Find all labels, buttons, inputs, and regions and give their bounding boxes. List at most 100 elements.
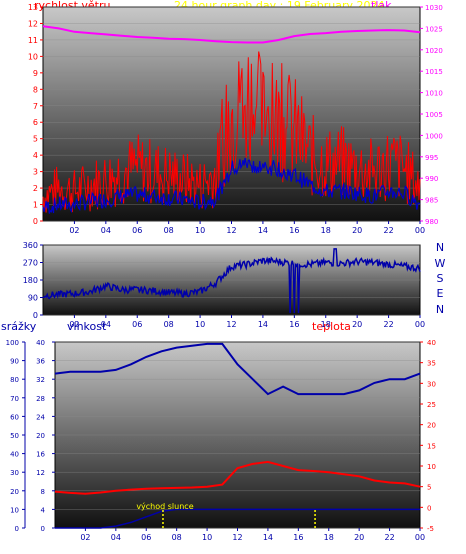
compass-e-3: E	[437, 287, 444, 300]
temp-ytick-label-30: 30	[427, 380, 436, 388]
wind-xaxis-label-12: 12	[226, 226, 236, 235]
temp-ytick-label-25: 25	[427, 401, 436, 409]
direction-xaxis-label-10: 10	[195, 320, 205, 329]
humidity-ytick-label-50: 20	[36, 432, 45, 440]
pressure-ytick-label-985: 985	[425, 197, 438, 205]
temperature-line	[54, 460, 421, 495]
wind-ytick-label-4: 4	[33, 151, 38, 160]
direction-xaxis-label-06: 06	[132, 320, 142, 329]
wind-ytick-label-7: 7	[33, 102, 38, 111]
pressure-line	[42, 25, 421, 44]
pressure-ytick-label-1010: 1010	[425, 90, 443, 98]
direction-xaxis-label-12: 12	[226, 320, 236, 329]
climate-xaxis-label-02: 02	[80, 533, 90, 542]
pressure-ytick-label-995: 995	[425, 154, 438, 162]
temperature-title: teplota	[312, 320, 351, 333]
rain-ytick-label-1: 10	[10, 506, 19, 514]
temp-ytick-label-35: 35	[427, 360, 436, 368]
humidity-line	[54, 342, 421, 396]
rain-title: srážky	[1, 320, 37, 333]
climate-xaxis-label-14: 14	[263, 533, 273, 542]
rain-ytick-label-3: 30	[10, 469, 19, 477]
pressure-ytick-label-1025: 1025	[425, 25, 443, 33]
temp-ytick-label-40: 40	[427, 339, 436, 347]
temp-ytick-label-10: 10	[427, 463, 436, 471]
direction-ytick-label-0: 0	[33, 311, 38, 320]
temp-ytick-label--5: -5	[427, 525, 434, 533]
rain-ytick-label-4: 40	[10, 451, 19, 459]
humidity-ytick-label-40: 16	[36, 451, 45, 459]
humidity-ytick-label-80: 32	[36, 376, 45, 384]
climate-xaxis-label-12: 12	[232, 533, 242, 542]
wind-xaxis-label-22: 22	[383, 226, 393, 235]
compass-s-2: S	[437, 272, 444, 285]
wind-xaxis-label-06: 06	[132, 226, 142, 235]
climate-xaxis-label-06: 06	[141, 533, 151, 542]
rain-ytick-label-8: 80	[10, 376, 19, 384]
wind-average-line	[42, 157, 421, 214]
pressure-ytick-label-1030: 1030	[425, 4, 443, 12]
pressure-ytick-label-1005: 1005	[425, 111, 443, 119]
wind-xaxis-label-20: 20	[352, 226, 362, 235]
direction-ytick-label-360: 360	[23, 241, 38, 250]
direction-xaxis-label-18: 18	[321, 320, 331, 329]
wind-xaxis-label-08: 08	[164, 226, 174, 235]
climate-xaxis-label-22: 22	[384, 533, 394, 542]
humidity-ytick-label-100: 40	[36, 339, 45, 347]
pressure-ytick-label-990: 990	[425, 175, 438, 183]
temp-ytick-label-0: 0	[427, 504, 431, 512]
wind-ytick-label-3: 3	[33, 168, 38, 177]
direction-xaxis-label-16: 16	[289, 320, 299, 329]
rain-line	[55, 508, 420, 529]
direction-xaxis-label-00: 00	[415, 320, 425, 329]
wind-xaxis-label-04: 04	[101, 226, 111, 235]
wind-xaxis-label-00: 00	[415, 226, 425, 235]
wind-ytick-label-13: 13	[28, 3, 38, 12]
wind-xaxis-label-02: 02	[69, 226, 79, 235]
wind-ytick-label-2: 2	[33, 184, 38, 193]
compass-n-0: N	[436, 241, 444, 254]
wind-ytick-label-1: 1	[33, 201, 38, 210]
direction-ytick-label-90: 90	[28, 294, 38, 303]
direction-line	[42, 248, 421, 314]
climate-xaxis-label-08: 08	[172, 533, 182, 542]
temp-ytick-label-20: 20	[427, 422, 436, 430]
wind-gust-line	[42, 51, 421, 213]
rain-ytick-label-10: 100	[6, 339, 19, 347]
direction-ytick-label-270: 270	[23, 259, 38, 268]
wind-ytick-label-8: 8	[33, 85, 38, 94]
direction-xaxis-label-04: 04	[101, 320, 111, 329]
rain-ytick-label-5: 50	[10, 432, 19, 440]
wind-xaxis-label-18: 18	[321, 226, 331, 235]
humidity-ytick-label-90: 36	[36, 358, 45, 366]
pressure-ytick-label-1015: 1015	[425, 68, 443, 76]
compass-w-1: W	[435, 257, 446, 270]
climate-xaxis-label-18: 18	[324, 533, 334, 542]
wind-ytick-label-0: 0	[33, 217, 38, 226]
climate-xaxis-label-04: 04	[111, 533, 121, 542]
wind-ytick-label-9: 9	[33, 69, 38, 78]
humidity-ytick-label-20: 8	[41, 488, 45, 496]
humidity-ytick-label-30: 12	[36, 469, 45, 477]
humidity-ytick-label-60: 24	[36, 413, 45, 421]
direction-xaxis-label-02: 02	[69, 320, 79, 329]
wind-xaxis-label-14: 14	[258, 226, 268, 235]
direction-xaxis-label-20: 20	[352, 320, 362, 329]
climate-xaxis-label-00: 00	[415, 533, 425, 542]
rain-ytick-label-7: 70	[10, 395, 19, 403]
wind-ytick-label-11: 11	[28, 36, 38, 45]
climate-xaxis-label-20: 20	[354, 533, 364, 542]
wind-ytick-label-10: 10	[28, 52, 38, 61]
climate-xaxis-label-10: 10	[202, 533, 212, 542]
pressure-ytick-label-1000: 1000	[425, 132, 443, 140]
wind-xaxis-label-10: 10	[195, 226, 205, 235]
humidity-title: vlhkost	[67, 320, 107, 333]
rain-ytick-label-6: 60	[10, 413, 19, 421]
temp-ytick-label-15: 15	[427, 442, 436, 450]
direction-xaxis-label-14: 14	[258, 320, 268, 329]
climate-xaxis-label-16: 16	[293, 533, 303, 542]
sunrise-label: východ slunce	[136, 502, 193, 511]
humidity-ytick-label-0: 0	[41, 525, 45, 533]
